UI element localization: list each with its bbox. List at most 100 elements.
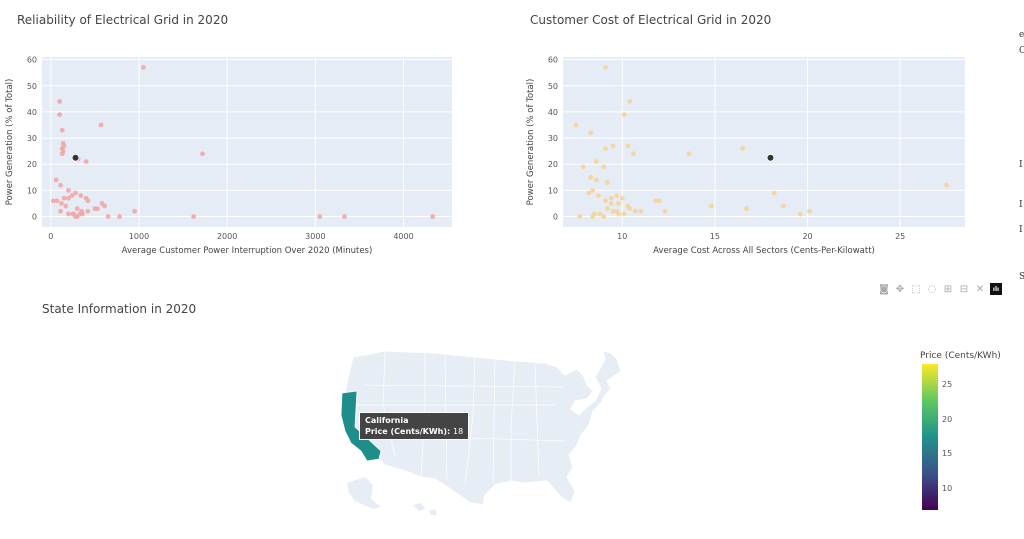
data-point[interactable] — [66, 211, 71, 217]
data-point[interactable] — [593, 177, 599, 183]
data-point[interactable] — [59, 151, 65, 157]
highlighted-data-point[interactable] — [766, 153, 775, 162]
california-shape[interactable] — [340, 390, 382, 462]
data-point[interactable] — [57, 99, 63, 104]
data-point[interactable] — [619, 195, 625, 201]
data-point[interactable] — [74, 206, 80, 212]
reliability-scatter-plot[interactable]: 0 1000 2000 3000 4000 0 10 20 30 40 50 60 Average Cu… — [0, 40, 480, 310]
camera-icon[interactable]: ◙ — [879, 283, 889, 295]
zoom-in-icon[interactable]: ⊞ — [943, 283, 953, 295]
data-point[interactable] — [132, 208, 137, 214]
data-point[interactable] — [200, 151, 205, 157]
us-choropleth-map[interactable] — [325, 345, 705, 535]
data-point[interactable] — [73, 190, 78, 196]
data-point[interactable] — [577, 214, 583, 219]
data-point[interactable] — [85, 208, 91, 214]
data-point[interactable] — [573, 122, 579, 128]
data-point[interactable] — [430, 214, 436, 219]
data-point[interactable] — [61, 195, 67, 201]
data-point[interactable] — [83, 159, 89, 165]
map-tooltip: California Price (Cents/KWh): 18 — [359, 412, 470, 440]
data-point[interactable] — [105, 214, 111, 219]
data-point[interactable] — [708, 203, 714, 209]
data-point[interactable] — [342, 214, 347, 219]
data-point[interactable] — [95, 206, 100, 212]
data-point[interactable] — [140, 65, 146, 70]
data-point[interactable] — [771, 190, 777, 196]
data-point[interactable] — [627, 206, 633, 212]
data-point[interactable] — [66, 187, 71, 193]
data-point[interactable] — [590, 187, 596, 193]
data-point[interactable] — [621, 211, 627, 217]
data-point[interactable] — [54, 198, 60, 204]
data-point[interactable] — [317, 214, 323, 219]
us-states-shape[interactable] — [342, 350, 622, 506]
box-select-icon[interactable]: ⬚ — [911, 283, 921, 295]
data-point[interactable] — [621, 112, 627, 117]
data-point[interactable] — [586, 190, 592, 196]
pan-icon[interactable]: ✥ — [895, 283, 905, 295]
data-point[interactable] — [608, 195, 614, 201]
data-point[interactable] — [117, 214, 122, 219]
data-point[interactable] — [191, 214, 197, 219]
data-point[interactable] — [58, 208, 63, 214]
data-point[interactable] — [597, 211, 603, 217]
data-point[interactable] — [51, 198, 56, 204]
data-point[interactable] — [66, 195, 71, 201]
data-point[interactable] — [614, 193, 620, 199]
data-point[interactable] — [625, 143, 631, 149]
data-point[interactable] — [653, 198, 659, 204]
data-point[interactable] — [656, 198, 662, 204]
data-point[interactable] — [80, 211, 85, 217]
data-point[interactable] — [78, 193, 84, 199]
data-point[interactable] — [58, 182, 63, 188]
data-point[interactable] — [603, 65, 609, 70]
data-point[interactable] — [63, 203, 69, 209]
data-point[interactable] — [632, 208, 638, 214]
data-point[interactable] — [601, 164, 607, 170]
data-point[interactable] — [686, 151, 692, 157]
data-point[interactable] — [605, 180, 610, 185]
autoscale-icon[interactable]: ✕ — [975, 283, 985, 295]
highlighted-data-point[interactable] — [71, 153, 80, 162]
data-point[interactable] — [595, 193, 601, 199]
data-point[interactable] — [57, 112, 63, 117]
data-point[interactable] — [603, 146, 609, 151]
data-point[interactable] — [797, 211, 803, 217]
lasso-icon[interactable]: ◌ — [927, 283, 937, 295]
data-point[interactable] — [616, 201, 621, 206]
data-point[interactable] — [781, 203, 786, 209]
data-point[interactable] — [630, 151, 636, 157]
data-point[interactable] — [85, 198, 91, 204]
data-point[interactable] — [605, 206, 610, 212]
data-point[interactable] — [616, 211, 621, 217]
data-point[interactable] — [944, 182, 949, 188]
cost-scatter-plot[interactable]: 10 15 20 25 0 10 20 30 40 50 60 Average Cost Across… — [505, 40, 1005, 310]
data-point[interactable] — [806, 208, 812, 214]
data-point[interactable] — [610, 208, 616, 214]
data-point[interactable] — [608, 201, 614, 206]
x-tick-label: 1000 — [129, 232, 149, 241]
data-point[interactable] — [590, 214, 596, 219]
data-point[interactable] — [744, 206, 749, 212]
data-point[interactable] — [59, 127, 65, 133]
data-point[interactable] — [588, 174, 594, 180]
data-point[interactable] — [580, 164, 586, 170]
data-point[interactable] — [601, 214, 607, 219]
data-point[interactable] — [98, 122, 104, 128]
data-point[interactable] — [638, 208, 644, 214]
data-point[interactable] — [740, 146, 746, 151]
data-point[interactable] — [593, 159, 599, 165]
data-point[interactable] — [53, 177, 59, 183]
data-point[interactable] — [662, 208, 668, 214]
data-point[interactable] — [603, 198, 609, 204]
data-point[interactable] — [588, 130, 594, 136]
data-point[interactable] — [610, 143, 616, 149]
zoom-out-icon[interactable]: ⊟ — [959, 283, 969, 295]
data-point[interactable] — [74, 214, 80, 219]
data-point[interactable] — [102, 203, 108, 209]
data-point[interactable] — [58, 201, 64, 206]
data-point[interactable] — [69, 193, 75, 199]
plotly-logo-icon[interactable]: ılı — [990, 283, 1002, 295]
data-point[interactable] — [627, 99, 633, 104]
